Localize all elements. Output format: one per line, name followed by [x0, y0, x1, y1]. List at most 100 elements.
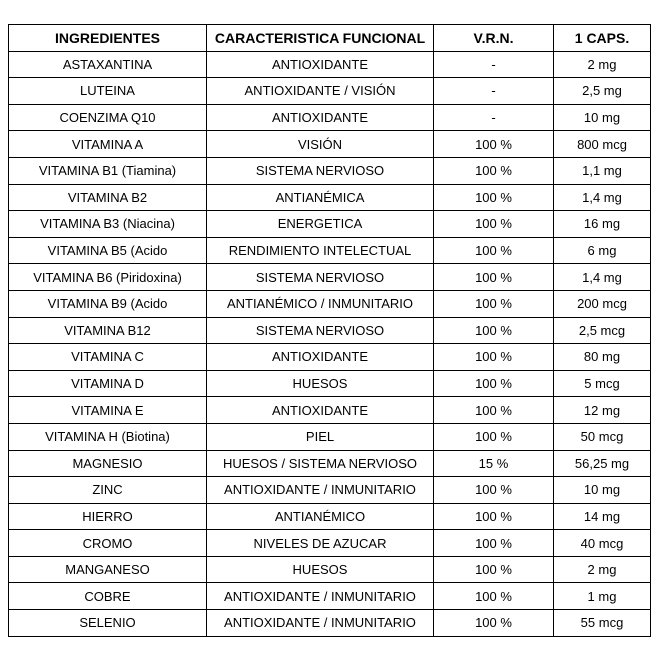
table-row: COENZIMA Q10 ANTIOXIDANTE -10 mg — [8, 103, 651, 132]
table-cell: 800 mcg — [553, 130, 651, 158]
header-cell: CARACTERISTICA FUNCIONAL — [206, 24, 434, 52]
table-cell: VISIÓN — [206, 130, 434, 158]
table-row: VITAMINA B6 (Piridoxina) SISTEMA NERVIOSO… — [8, 263, 651, 291]
table-cell: 14 mg — [553, 502, 651, 531]
table-cell: VITAMINA B3 (Niacina) — [8, 210, 207, 238]
table-cell: ANTIOXIDANTE / VISIÓN — [206, 77, 434, 105]
table-cell: VITAMINA B2 — [8, 183, 207, 212]
table-row: SELENIO ANTIOXIDANTE / INMUNITARIO 100 % 55… — [8, 609, 651, 637]
table-cell: 5 mcg — [553, 369, 651, 398]
table-cell: 100 % — [433, 343, 554, 371]
table-cell: 1 mg — [553, 582, 651, 611]
table-row: VITAMINA B2 ANTIANÉMICA 100 % 1,4 mg — [8, 183, 651, 212]
table-cell: COBRE — [8, 582, 207, 611]
table-cell: ENERGETICA — [206, 210, 434, 238]
table-cell: ANTIOXIDANTE — [206, 343, 434, 371]
header-cell: INGREDIENTES — [8, 24, 207, 52]
table-row: VITAMINA B9 (Acido ANTIANÉMICO / INMUNITA… — [8, 289, 651, 318]
table-cell: 100 % — [433, 476, 554, 504]
table-cell: 100 % — [433, 555, 554, 584]
table-row: VITAMINA A VISIÓN 100 % 800 mcg — [8, 130, 651, 158]
table-cell: 100 % — [433, 130, 554, 158]
table-cell: 100 % — [433, 316, 554, 345]
table-cell: 100 % — [433, 156, 554, 185]
table-cell: LUTEINA — [8, 77, 207, 105]
table-cell: 15 % — [433, 449, 554, 478]
table-cell: ZINC — [8, 476, 207, 504]
table-cell: VITAMINA H (Biotina) — [8, 422, 207, 451]
table-row: COBRE ANTIOXIDANTE / INMUNITARIO 100 % 1 mg — [8, 582, 651, 611]
table-cell: ANTIOXIDANTE — [206, 103, 434, 132]
table-cell: HUESOS / SISTEMA NERVIOSO — [206, 449, 434, 478]
table-cell: 100 % — [433, 529, 554, 557]
table-cell: 12 mg — [553, 396, 651, 424]
table-cell: HUESOS — [206, 369, 434, 398]
table-cell: 100 % — [433, 396, 554, 424]
table-cell: ANTIOXIDANTE / INMUNITARIO — [206, 476, 434, 504]
table-cell: ANTIANÉMICA — [206, 183, 434, 212]
table-cell: VITAMINA D — [8, 369, 207, 398]
table-cell: VITAMINA B1 (Tiamina) — [8, 156, 207, 185]
table-cell: VITAMINA B5 (Acido — [8, 236, 207, 265]
table-cell: 56,25 mg — [553, 449, 651, 478]
table-cell: MANGANESO — [8, 555, 207, 584]
table-cell: 2,5 mg — [553, 77, 651, 105]
table-cell: 100 % — [433, 609, 554, 637]
table-row: ZINC ANTIOXIDANTE / INMUNITARIO 100 % 10 mg — [8, 476, 651, 504]
table-cell: VITAMINA A — [8, 130, 207, 158]
table-row: VITAMINA C ANTIOXIDANTE 100 % 80 mg — [8, 343, 651, 371]
table-row: CROMO NIVELES DE AZUCAR 100 % 40 mcg — [8, 529, 651, 557]
table-cell: 80 mg — [553, 343, 651, 371]
table-body: ASTAXANTINA ANTIOXIDANTE -2 mg LUTEINA ANTIO… — [8, 50, 651, 637]
header-cell: 1 CAPS. — [553, 24, 651, 52]
table-row: MANGANESO HUESOS 100 % 2 mg — [8, 555, 651, 584]
table-row: VITAMINA B12 SISTEMA NERVIOSO 100 % 2,5 mcg — [8, 316, 651, 345]
table-cell: 10 mg — [553, 476, 651, 504]
table-cell: 1,4 mg — [553, 183, 651, 212]
table-row: VITAMINA D HUESOS 100 % 5 mcg — [8, 369, 651, 398]
table-cell: SELENIO — [8, 609, 207, 637]
table-row: MAGNESIO HUESOS / SISTEMA NERVIOSO 15 % 56,… — [8, 449, 651, 478]
table-cell: 100 % — [433, 422, 554, 451]
table-cell: 100 % — [433, 183, 554, 212]
table-cell: 100 % — [433, 210, 554, 238]
table-cell: 50 mcg — [553, 422, 651, 451]
table-cell: 100 % — [433, 502, 554, 531]
table-cell: VITAMINA E — [8, 396, 207, 424]
table-row: VITAMINA H (Biotina) PIEL 100 % 50 mcg — [8, 422, 651, 451]
table-cell: VITAMINA B6 (Piridoxina) — [8, 263, 207, 291]
table-cell: SISTEMA NERVIOSO — [206, 156, 434, 185]
table-cell: 1,4 mg — [553, 263, 651, 291]
table-cell: HIERRO — [8, 502, 207, 531]
table-cell: SISTEMA NERVIOSO — [206, 316, 434, 345]
table-cell: ANTIANÉMICO — [206, 502, 434, 531]
table-row: HIERRO ANTIANÉMICO 100 % 14 mg — [8, 502, 651, 531]
table-cell: 40 mcg — [553, 529, 651, 557]
table-cell: VITAMINA B9 (Acido — [8, 289, 207, 318]
table-cell: - — [433, 77, 554, 105]
table-cell: ANTIOXIDANTE — [206, 396, 434, 424]
table-cell: CROMO — [8, 529, 207, 557]
table-cell: 2 mg — [553, 555, 651, 584]
table-cell: ASTAXANTINA — [8, 50, 207, 79]
table-cell: ANTIOXIDANTE — [206, 50, 434, 79]
table-row: LUTEINA ANTIOXIDANTE / VISIÓN -2,5 mg — [8, 77, 651, 105]
table-row: VITAMINA B5 (Acido RENDIMIENTO INTELECTUA… — [8, 236, 651, 265]
ingredients-table: INGREDIENTES CARACTERISTICA FUNCIONAL V.R.… — [8, 24, 651, 637]
table-cell: SISTEMA NERVIOSO — [206, 263, 434, 291]
table-cell: NIVELES DE AZUCAR — [206, 529, 434, 557]
table-cell: VITAMINA B12 — [8, 316, 207, 345]
table-cell: 10 mg — [553, 103, 651, 132]
table-cell: HUESOS — [206, 555, 434, 584]
table-cell: ANTIOXIDANTE / INMUNITARIO — [206, 609, 434, 637]
table-cell: - — [433, 50, 554, 79]
table-row: ASTAXANTINA ANTIOXIDANTE -2 mg — [8, 50, 651, 79]
table-cell: 100 % — [433, 289, 554, 318]
table-cell: 100 % — [433, 582, 554, 611]
table-cell: MAGNESIO — [8, 449, 207, 478]
table-cell: 6 mg — [553, 236, 651, 265]
table-cell: 100 % — [433, 263, 554, 291]
header-row: INGREDIENTES CARACTERISTICA FUNCIONAL V.R.… — [8, 24, 651, 52]
table-cell: 55 mcg — [553, 609, 651, 637]
